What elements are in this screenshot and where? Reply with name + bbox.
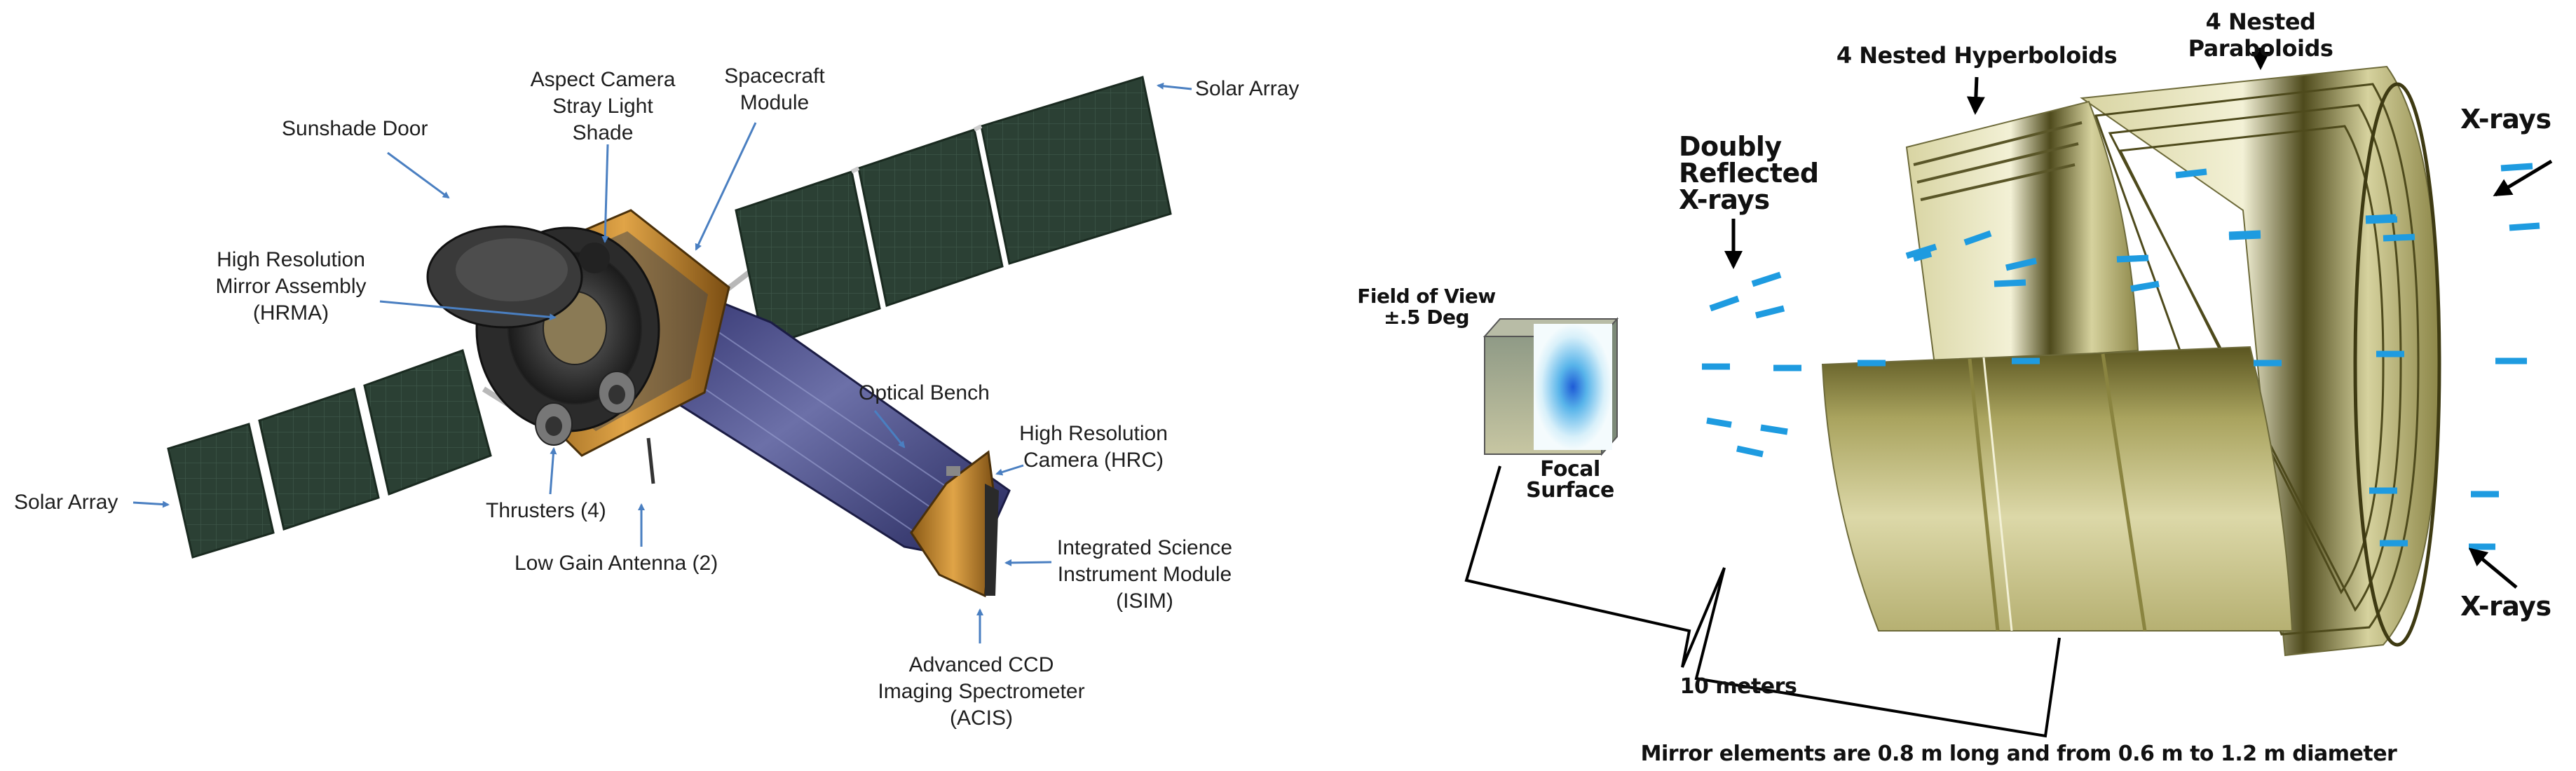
callout-arrows — [132, 82, 1192, 643]
chandra-spacecraft-illustration — [132, 76, 1192, 643]
distance-bracket — [1464, 465, 2061, 738]
focal-image — [1534, 324, 1612, 450]
nested-hyperboloids — [1905, 100, 2139, 366]
label-solar-array-left: Solar Array — [14, 491, 118, 514]
thrusters — [535, 371, 636, 446]
focal-surface-cube — [1483, 317, 1619, 456]
aspect-camera-shade — [579, 243, 610, 273]
label-spacecraft-module: Spacecraft Module — [724, 64, 825, 114]
mirror-optics-illustration — [1464, 48, 2553, 738]
low-gain-antenna — [646, 437, 655, 484]
label-acis: Advanced CCD Imaging Spectrometer (ACIS) — [878, 653, 1085, 730]
solar-array-upper — [709, 76, 1172, 348]
label-solar-array-top: Solar Array — [1195, 77, 1300, 100]
label-field-of-view: Field of View ±.5 Deg — [1357, 285, 1496, 329]
solar-array-lower — [167, 349, 514, 559]
label-paraboloids: 4 Nested Paraboloids — [2188, 8, 2333, 62]
label-sunshade-door: Sunshade Door — [282, 117, 428, 140]
label-aspect-camera: Aspect Camera Stray Light Shade — [530, 68, 676, 144]
xray-paths — [1702, 163, 2540, 550]
label-optical-bench: Optical Bench — [859, 381, 990, 404]
label-doubly-reflected: Doubly Reflected X-rays — [1679, 131, 1819, 215]
label-arrows — [1724, 48, 2553, 589]
label-hyperboloids: 4 Nested Hyperboloids — [1836, 42, 2118, 69]
label-thrusters: Thrusters (4) — [486, 499, 606, 522]
label-hrma: High Resolution Mirror Assembly (HRMA) — [215, 248, 367, 325]
label-hrc: High Resolution Camera (HRC) — [1019, 422, 1168, 472]
label-xrays-top: X-rays — [2460, 104, 2551, 135]
isim-module — [910, 450, 999, 598]
caption-mirror-elements: Mirror elements are 0.8 m long and from … — [1640, 742, 2397, 766]
label-xrays-bottom: X-rays — [2460, 591, 2551, 622]
label-low-gain-antenna: Low Gain Antenna (2) — [514, 552, 718, 575]
label-focal-surface: Focal Surface — [1526, 457, 1614, 503]
label-distance: 10 meters — [1679, 674, 1797, 699]
label-isim: Integrated Science Instrument Module (IS… — [1056, 536, 1233, 613]
front-mirror-shell — [1821, 346, 2294, 632]
